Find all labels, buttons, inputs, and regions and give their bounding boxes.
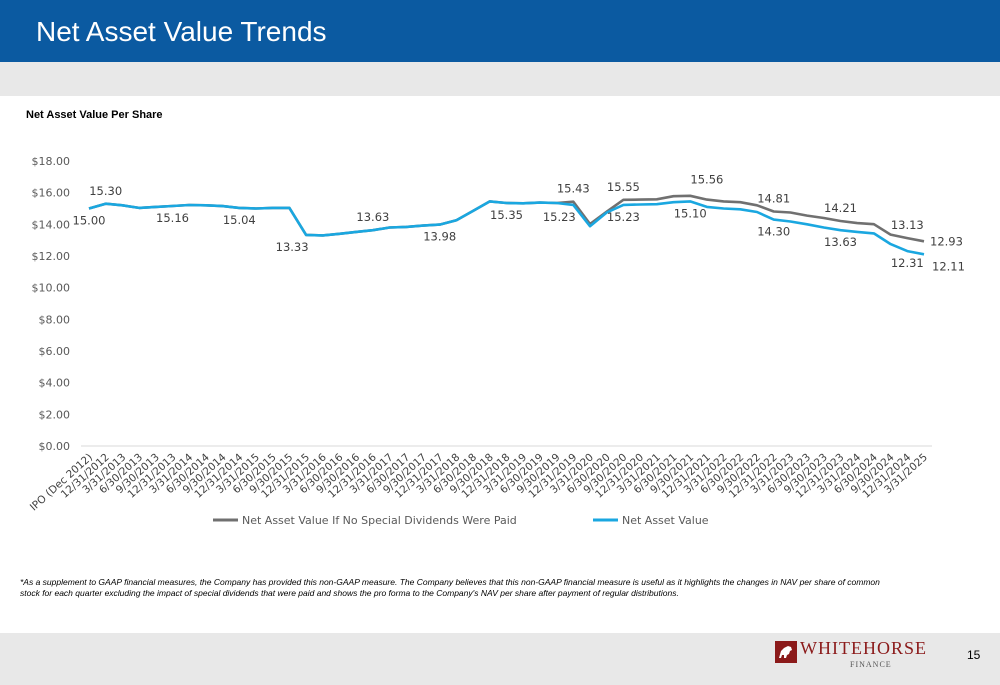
- data-label: 13.33: [276, 240, 309, 254]
- data-label: 15.00: [73, 214, 106, 228]
- data-label: 15.10: [674, 206, 707, 220]
- y-tick-label: $16.00: [32, 187, 71, 200]
- legend-label: Net Asset Value If No Special Dividends …: [242, 514, 517, 527]
- y-tick-label: $8.00: [39, 313, 71, 326]
- data-label: 15.23: [607, 210, 640, 224]
- data-label: 14.21: [824, 201, 857, 215]
- data-label: 15.16: [156, 211, 189, 225]
- nav-line-chart: $0.00 $2.00 $4.00 $6.00 $8.00 $10.00 $12.00 $14…: [28, 155, 965, 527]
- legend-label: Net Asset Value: [622, 514, 709, 527]
- series-line-net-asset-value: [88, 200, 925, 256]
- header-bar: [0, 0, 1000, 62]
- page-title: Net Asset Value Trends: [36, 16, 327, 47]
- page-number: 15: [967, 648, 981, 662]
- y-tick-label: $0.00: [39, 440, 71, 453]
- data-label: 14.81: [757, 192, 790, 206]
- chart-subtitle: Net Asset Value Per Share: [26, 109, 163, 121]
- y-tick-label: $14.00: [32, 218, 71, 231]
- horse-logo-icon: [775, 641, 797, 663]
- y-tick-label: $10.00: [32, 282, 71, 295]
- y-tick-label: $18.00: [32, 155, 71, 168]
- y-tick-label: $6.00: [39, 345, 71, 358]
- footnote: *As a supplement to GAAP financial measu…: [20, 577, 880, 598]
- data-label: 15.30: [89, 184, 122, 198]
- data-label: 14.30: [757, 225, 790, 239]
- footer-bar: [0, 633, 1000, 685]
- data-label: 13.98: [423, 230, 456, 244]
- data-label: 12.11: [932, 259, 965, 273]
- y-tick-label: $2.00: [39, 408, 71, 421]
- y-tick-label: $4.00: [39, 377, 71, 390]
- data-label: 15.55: [607, 180, 640, 194]
- header-band: [0, 62, 1000, 96]
- logo-subtitle: FINANCE: [850, 660, 892, 669]
- data-label: 15.43: [557, 182, 590, 196]
- data-label: 15.04: [223, 213, 256, 227]
- data-label: 13.13: [891, 218, 924, 232]
- data-label: 15.35: [490, 208, 523, 222]
- data-label: 12.31: [891, 256, 924, 270]
- data-label: 15.23: [543, 210, 576, 224]
- data-label: 15.56: [690, 173, 723, 187]
- data-label: 13.63: [824, 235, 857, 249]
- data-label: 12.93: [930, 234, 963, 248]
- y-tick-label: $12.00: [32, 250, 71, 263]
- data-label: 13.63: [356, 210, 389, 224]
- logo-name: WHITEHORSE: [800, 638, 927, 658]
